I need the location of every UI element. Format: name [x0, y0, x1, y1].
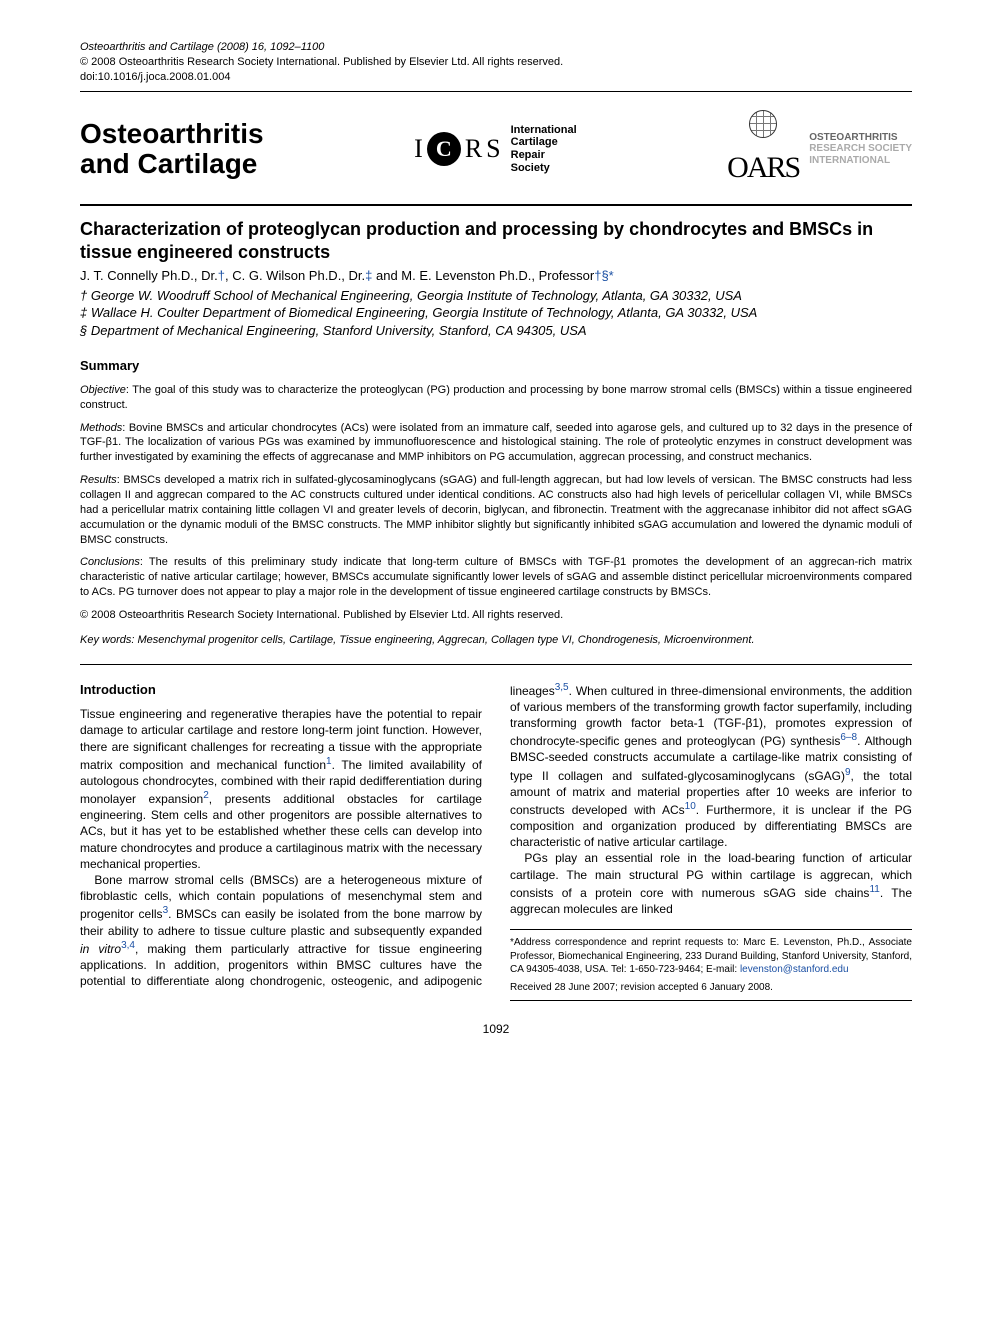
keywords-lead: Key words [80, 634, 131, 646]
oars-line3: INTERNATIONAL [809, 155, 912, 167]
title-block: Characterization of proteoglycan product… [80, 218, 912, 339]
abstract-block: Objective: The goal of this study was to… [80, 383, 912, 648]
ref-6-8[interactable]: 6–8 [840, 732, 857, 743]
ref-11[interactable]: 11 [869, 884, 879, 895]
journal-meta: Osteoarthritis and Cartilage (2008) 16, … [80, 40, 912, 85]
icrs-logo-block: I C R S International Cartilage Repair S… [414, 124, 577, 175]
abstract-methods: Methods: Bovine BMSCs and articular chon… [80, 421, 912, 466]
body-columns: Introduction Tissue engineering and rege… [80, 681, 912, 1002]
methods-text: : Bovine BMSCs and articular chondrocyte… [80, 422, 912, 464]
abstract-results: Results: BMSCs developed a matrix rich i… [80, 473, 912, 547]
oars-logo-block: OARS OSTEOARTHRITIS RESEARCH SOCIETY INT… [727, 110, 912, 189]
icrs-i: I [414, 131, 423, 166]
intro-para-1: Tissue engineering and regenerative ther… [80, 706, 482, 872]
introduction-heading: Introduction [80, 681, 482, 699]
journal-copyright: © 2008 Osteoarthritis Research Society I… [80, 55, 912, 70]
conclusions-lead: Conclusions [80, 556, 140, 568]
affiliation-1: † George W. Woodruff School of Mechanica… [80, 287, 912, 305]
globe-icon [749, 110, 777, 138]
icrs-letters-icon: I C R S [414, 131, 500, 166]
ref-3-4[interactable]: 3,4 [121, 940, 135, 951]
abstract-copyright: © 2008 Osteoarthritis Research Society I… [80, 608, 912, 623]
oars-line1: OSTEOARTHRITIS [809, 132, 912, 144]
oars-line2: RESEARCH SOCIETY [809, 143, 912, 155]
ref-3-5[interactable]: 3,5 [555, 682, 569, 693]
divider [80, 664, 912, 665]
icrs-s: S [486, 131, 500, 166]
oars-logo-icon: OARS [727, 110, 799, 189]
abstract-conclusions: Conclusions: The results of this prelimi… [80, 555, 912, 600]
oars-letters: OARS [727, 148, 799, 189]
author-list: J. T. Connelly Ph.D., Dr.†, C. G. Wilson… [80, 267, 912, 285]
results-lead: Results [80, 474, 117, 486]
abstract-objective: Objective: The goal of this study was to… [80, 383, 912, 413]
ref-10[interactable]: 10 [685, 801, 696, 812]
journal-name: Osteoarthritis and Cartilage [80, 119, 264, 178]
icrs-line2: Cartilage [511, 136, 577, 149]
page-number: 1092 [80, 1021, 912, 1037]
intro-p3a: PGs play an essential role in the load-b… [510, 851, 912, 899]
oars-text: OSTEOARTHRITIS RESEARCH SOCIETY INTERNAT… [809, 132, 912, 167]
correspondence-footnote: *Address correspondence and reprint requ… [510, 929, 912, 1001]
icrs-c-disc-icon: C [427, 132, 461, 166]
divider [80, 91, 912, 92]
methods-lead: Methods [80, 422, 122, 434]
intro-para-3: PGs play an essential role in the load-b… [510, 850, 912, 917]
objective-lead: Objective [80, 384, 126, 396]
icrs-line1: International [511, 124, 577, 137]
article-title: Characterization of proteoglycan product… [80, 218, 912, 263]
correspondence-text: *Address correspondence and reprint requ… [510, 937, 912, 975]
footnote-bottom-rule [510, 1000, 912, 1001]
icrs-r: R [465, 131, 482, 166]
results-text: : BMSCs developed a matrix rich in sulfa… [80, 474, 912, 545]
summary-heading: Summary [80, 357, 912, 375]
journal-name-line1: Osteoarthritis [80, 119, 264, 148]
journal-name-line2: and Cartilage [80, 149, 264, 178]
icrs-line3: Repair [511, 149, 577, 162]
affiliations: † George W. Woodruff School of Mechanica… [80, 287, 912, 340]
journal-doi: doi:10.1016/j.joca.2008.01.004 [80, 70, 912, 85]
objective-text: : The goal of this study was to characte… [80, 384, 912, 411]
divider-thick [80, 204, 912, 206]
correspondence-email[interactable]: levenston@stanford.edu [740, 964, 849, 975]
affiliation-3: § Department of Mechanical Engineering, … [80, 322, 912, 340]
keywords-text: : Mesenchymal progenitor cells, Cartilag… [131, 634, 754, 646]
conclusions-text: : The results of this preliminary study … [80, 556, 912, 598]
icrs-line4: Society [511, 162, 577, 175]
in-vitro: in vitro [80, 942, 121, 956]
keywords-line: Key words: Mesenchymal progenitor cells,… [80, 633, 912, 648]
received-line: Received 28 June 2007; revision accepted… [510, 981, 912, 995]
icrs-text: International Cartilage Repair Society [511, 124, 577, 175]
header-logo-row: Osteoarthritis and Cartilage I C R S Int… [80, 102, 912, 199]
affiliation-2: ‡ Wallace H. Coulter Department of Biome… [80, 304, 912, 322]
journal-reference: Osteoarthritis and Cartilage (2008) 16, … [80, 40, 912, 55]
